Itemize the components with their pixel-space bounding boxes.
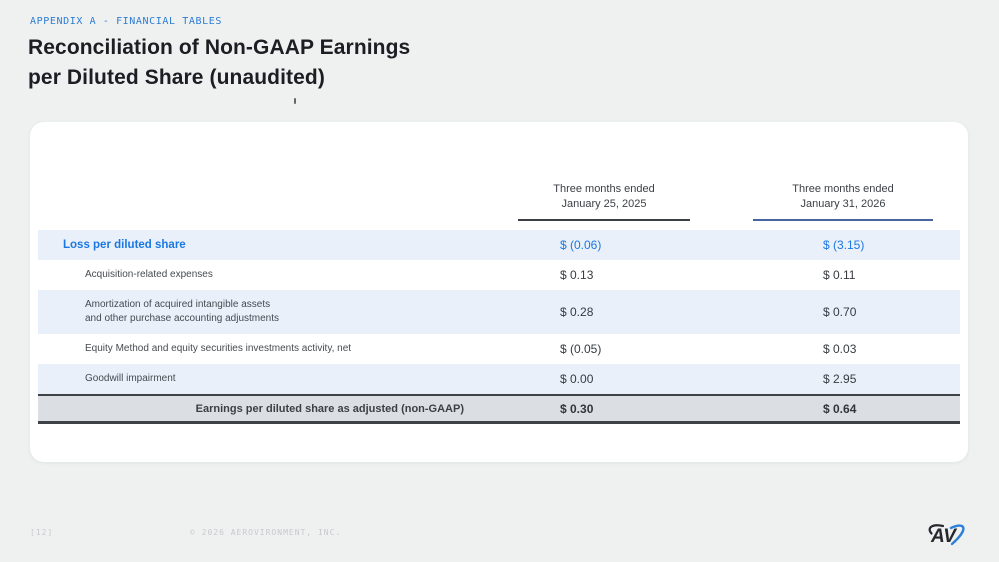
row-value-prior: $ 0.30 xyxy=(560,401,594,416)
row-value-current: $ (3.15) xyxy=(823,238,865,252)
page-number: [12] xyxy=(30,528,54,537)
table-row-acquisition-related-expenses: Acquisition-related expenses $ 0.13 $ 0.… xyxy=(38,260,960,290)
appendix-eyebrow: APPENDIX A - FINANCIAL TABLES xyxy=(30,16,222,27)
row-value-current: $ 2.95 xyxy=(823,372,857,386)
column-header-prior-period: Three months ended January 25, 2025 xyxy=(518,182,690,221)
column-header-line1: Three months ended xyxy=(792,183,894,195)
table-body: Loss per diluted share $ (0.06) $ (3.15)… xyxy=(38,230,960,424)
row-label: Equity Method and equity securities inve… xyxy=(85,343,352,354)
row-label: Acquisition-related expenses xyxy=(85,269,213,280)
table-row-equity-method-investments: Equity Method and equity securities inve… xyxy=(38,334,960,364)
page-title-line1: Reconciliation of Non-GAAP Earnings xyxy=(28,36,411,59)
page-title-line2: per Diluted Share (unaudited) xyxy=(28,66,325,89)
logo-swoosh-left xyxy=(928,524,945,535)
row-value-prior: $ (0.06) xyxy=(560,238,602,252)
financial-table-card: Three months ended January 25, 2025 Thre… xyxy=(30,122,968,462)
column-header-line1: Three months ended xyxy=(553,183,655,195)
page-title: Reconciliation of Non-GAAP Earnings per … xyxy=(28,33,410,93)
row-label-line2: and other purchase accounting adjustment… xyxy=(85,313,280,324)
row-value-prior: $ 0.28 xyxy=(560,305,594,319)
stray-mark xyxy=(294,98,296,104)
row-label-line1: Amortization of acquired intangible asse… xyxy=(85,299,271,310)
row-label: Earnings per diluted share as adjusted (… xyxy=(195,402,464,415)
row-value-current: $ 0.11 xyxy=(823,268,856,282)
row-label: Loss per diluted share xyxy=(63,239,186,251)
logo-swoosh-right xyxy=(949,524,965,546)
row-value-current: $ 0.64 xyxy=(823,401,857,416)
table-row-loss-per-diluted-share: Loss per diluted share $ (0.06) $ (3.15) xyxy=(38,230,960,260)
table-row-total-non-gaap-eps: Earnings per diluted share as adjusted (… xyxy=(38,394,960,424)
table-row-amortization-intangibles: Amortization of acquired intangible asse… xyxy=(38,290,960,334)
table-row-goodwill-impairment: Goodwill impairment $ 0.00 $ 2.95 xyxy=(38,364,960,394)
column-header-current-period: Three months ended January 31, 2026 xyxy=(753,182,933,221)
row-value-current: $ 0.70 xyxy=(823,305,857,319)
aerovironment-logo: AV xyxy=(928,524,965,547)
row-label: Goodwill impairment xyxy=(85,373,176,384)
row-label: Amortization of acquired intangible asse… xyxy=(38,298,560,326)
copyright-notice: © 2026 AEROVIRONMENT, INC. xyxy=(190,528,342,537)
column-header-line2: January 31, 2026 xyxy=(800,198,886,210)
row-value-current: $ 0.03 xyxy=(823,342,857,356)
row-value-prior: $ (0.05) xyxy=(560,342,602,356)
row-value-prior: $ 0.00 xyxy=(560,372,594,386)
column-header-line2: January 25, 2025 xyxy=(561,198,647,210)
logo-text: AV xyxy=(930,526,957,547)
row-value-prior: $ 0.13 xyxy=(560,268,594,282)
